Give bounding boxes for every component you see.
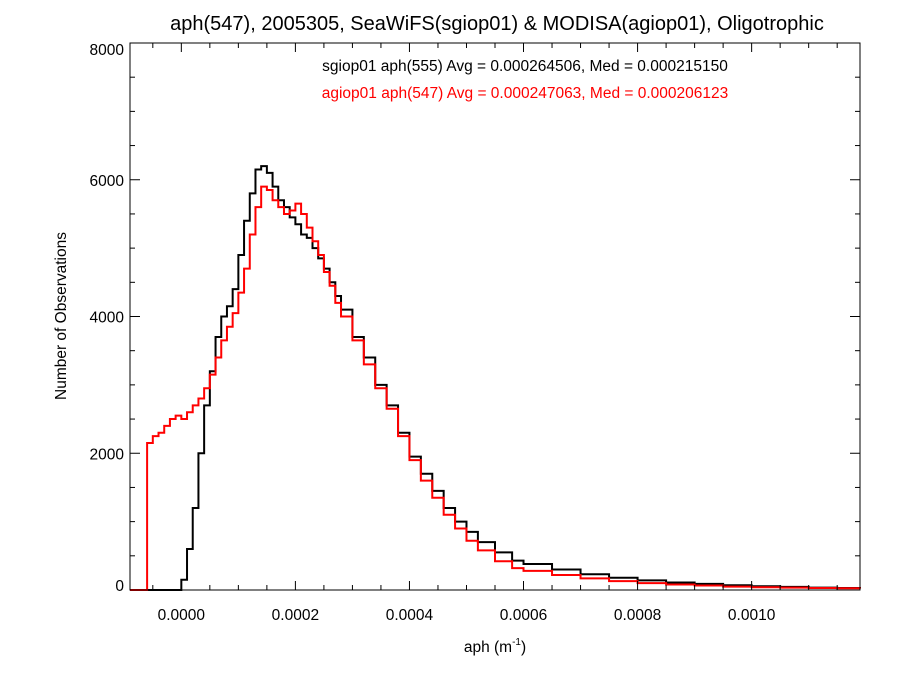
series-line-0 xyxy=(130,165,861,591)
y-tick-label: 2000 xyxy=(90,446,125,463)
y-tick-label: 4000 xyxy=(90,310,125,327)
legend-entry-agiop01: agiop01 aph(547) Avg = 0.000247063, Med … xyxy=(322,85,729,102)
x-tick-label: 0.0002 xyxy=(272,607,319,624)
series-layer xyxy=(130,165,861,591)
y-tick-label: 6000 xyxy=(90,173,125,190)
x-axis-label: aph (m-1) xyxy=(464,637,526,656)
x-tick-label: 0.0010 xyxy=(728,607,776,624)
legend-entry-sgiop01: sgiop01 aph(555) Avg = 0.000264506, Med … xyxy=(322,58,728,75)
y-tick-label: 8000 xyxy=(90,42,125,59)
x-tick-label: 0.0004 xyxy=(386,607,434,624)
y-axis-label: Number of Observations xyxy=(53,232,70,400)
x-axis-label-base: aph (m xyxy=(464,639,512,656)
chart-title: aph(547), 2005305, SeaWiFS(sgiop01) & MO… xyxy=(170,13,824,35)
x-axis-label-tail: ) xyxy=(521,639,526,656)
y-tick-label: 0 xyxy=(115,578,124,595)
series-line-1 xyxy=(130,185,861,591)
ticks-layer: 0.0000 0.0002 0.0004 0.0006 0.0008 0.0010 0 200… xyxy=(90,42,860,624)
x-tick-label: 0.0000 xyxy=(158,607,206,624)
plot-frame xyxy=(129,42,861,591)
x-axis-label-superscript: -1 xyxy=(512,637,521,648)
x-tick-label: 0.0006 xyxy=(500,607,547,624)
x-tick-label: 0.0008 xyxy=(614,607,661,624)
